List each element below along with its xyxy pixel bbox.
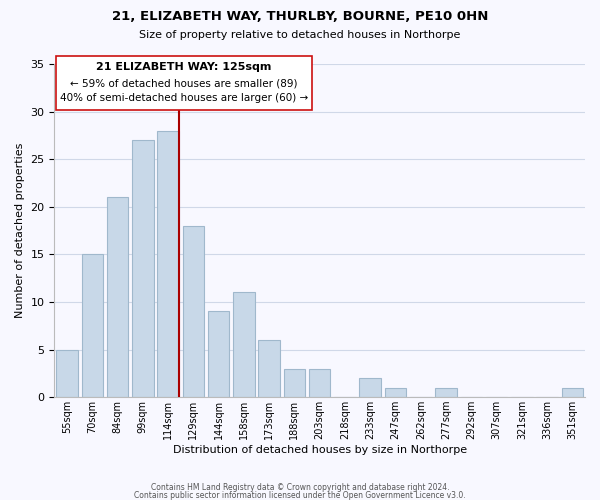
Text: Contains public sector information licensed under the Open Government Licence v3: Contains public sector information licen… — [134, 490, 466, 500]
Text: Size of property relative to detached houses in Northorpe: Size of property relative to detached ho… — [139, 30, 461, 40]
Bar — [309, 368, 331, 397]
Bar — [359, 378, 381, 397]
Bar — [259, 340, 280, 397]
Text: ← 59% of detached houses are smaller (89): ← 59% of detached houses are smaller (89… — [70, 78, 298, 88]
Bar — [107, 198, 128, 397]
Bar — [435, 388, 457, 397]
Text: Contains HM Land Registry data © Crown copyright and database right 2024.: Contains HM Land Registry data © Crown c… — [151, 483, 449, 492]
Bar — [233, 292, 254, 397]
Bar — [284, 368, 305, 397]
X-axis label: Distribution of detached houses by size in Northorpe: Distribution of detached houses by size … — [173, 445, 467, 455]
Y-axis label: Number of detached properties: Number of detached properties — [15, 143, 25, 318]
Bar — [182, 226, 204, 397]
Bar — [208, 312, 229, 397]
FancyBboxPatch shape — [56, 56, 312, 110]
Bar — [562, 388, 583, 397]
Text: 21 ELIZABETH WAY: 125sqm: 21 ELIZABETH WAY: 125sqm — [96, 62, 272, 72]
Bar — [56, 350, 78, 397]
Bar — [132, 140, 154, 397]
Bar — [82, 254, 103, 397]
Text: 21, ELIZABETH WAY, THURLBY, BOURNE, PE10 0HN: 21, ELIZABETH WAY, THURLBY, BOURNE, PE10… — [112, 10, 488, 23]
Bar — [385, 388, 406, 397]
Text: 40% of semi-detached houses are larger (60) →: 40% of semi-detached houses are larger (… — [60, 94, 308, 104]
Bar — [157, 130, 179, 397]
